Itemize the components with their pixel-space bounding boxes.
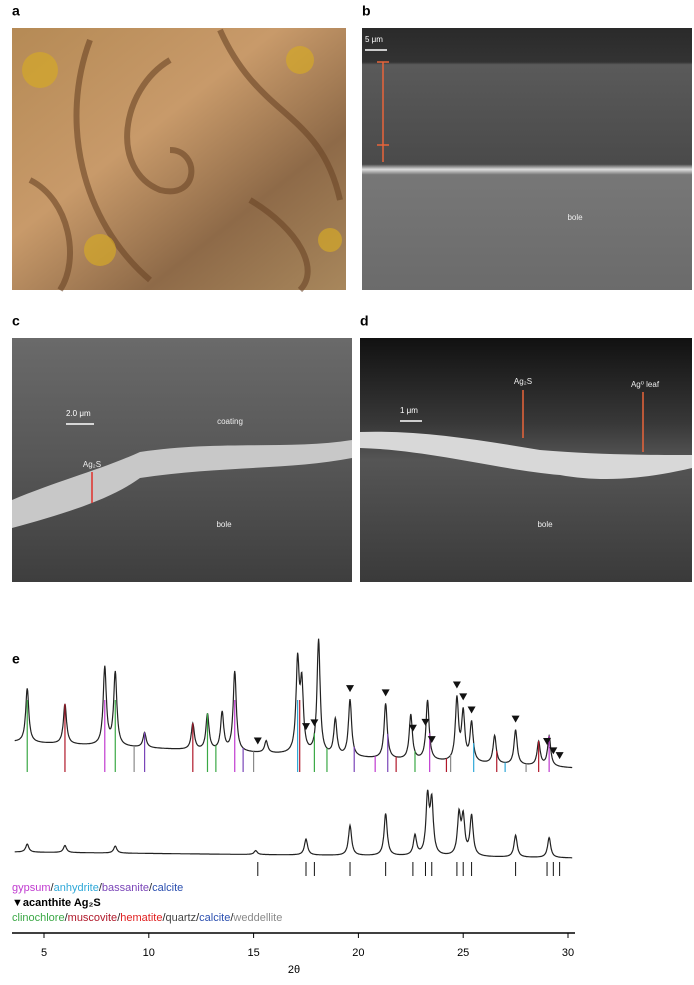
- acanthite-marker: [302, 723, 310, 730]
- panel-label: a: [12, 3, 20, 19]
- acanthite-marker: [310, 719, 318, 726]
- xrd-pattern: [15, 639, 573, 768]
- legend-item: clinochlore: [12, 912, 65, 924]
- acanthite-marker: [468, 706, 476, 713]
- annotation: bole: [567, 213, 583, 222]
- scale-bar-label: 1 μm: [400, 406, 418, 415]
- photo-b: [362, 28, 692, 290]
- legend-item: bassanite: [102, 882, 149, 894]
- xrd-pattern: [15, 790, 573, 858]
- scale-bar-label: 5 μm: [365, 35, 383, 44]
- acanthite-marker: [459, 693, 467, 700]
- acanthite-marker: [346, 685, 354, 692]
- acanthite-marker: [254, 737, 262, 744]
- annotation: Ag₂S: [83, 460, 101, 469]
- legend-item: anhydrite: [54, 882, 99, 894]
- annotation: coating: [217, 417, 243, 426]
- legend-item: weddellite: [232, 912, 282, 924]
- acanthite-marker: [382, 689, 390, 696]
- panel-label: b: [362, 3, 371, 19]
- panel-label: c: [12, 313, 20, 329]
- annotation: Ag₂S: [514, 377, 532, 386]
- figure: a b c d e 5 μm 2.0 μm 1 μm bole coating Ag₂S bole Ag…: [0, 0, 694, 980]
- panel-label: e: [12, 651, 20, 667]
- x-axis-label: 2θ: [288, 964, 300, 976]
- x-tick-label: 15: [247, 947, 259, 959]
- annotation: Ag⁰ leaf: [631, 380, 660, 389]
- legend-item: calcite: [199, 912, 230, 924]
- panel-label: d: [360, 313, 369, 329]
- acanthite-marker: [512, 716, 520, 723]
- page: a b c d e 5 μm 2.0 μm 1 μm bole coating Ag₂S bole Ag…: [0, 0, 694, 985]
- legend-item: calcite: [152, 882, 183, 894]
- legend-line: gypsum/anhydrite/bassanite/calcite: [12, 882, 183, 894]
- legend-item: gypsum: [12, 882, 51, 894]
- acanthite-marker: [409, 725, 417, 732]
- acanthite-marker: [453, 681, 461, 688]
- acanthite-marker: [556, 752, 564, 759]
- acanthite-marker: [428, 736, 436, 743]
- x-tick-label: 25: [457, 947, 469, 959]
- scale-bar-label: 2.0 μm: [66, 409, 91, 418]
- legend-line: clinochlore/muscovite/hematite/quartz/ca…: [12, 912, 282, 924]
- legend-line: ▼acanthite Ag₂S: [12, 897, 101, 909]
- x-tick-label: 10: [143, 947, 155, 959]
- x-tick-label: 20: [352, 947, 364, 959]
- x-tick-label: 30: [562, 947, 574, 959]
- legend-item: ▼acanthite Ag₂S: [12, 897, 101, 909]
- annotation: bole: [216, 520, 232, 529]
- legend-item: muscovite: [68, 912, 118, 924]
- acanthite-marker: [421, 719, 429, 726]
- x-tick-label: 5: [41, 947, 47, 959]
- legend-item: hematite: [120, 912, 162, 924]
- legend-item: quartz: [166, 912, 197, 924]
- annotation: bole: [537, 520, 553, 529]
